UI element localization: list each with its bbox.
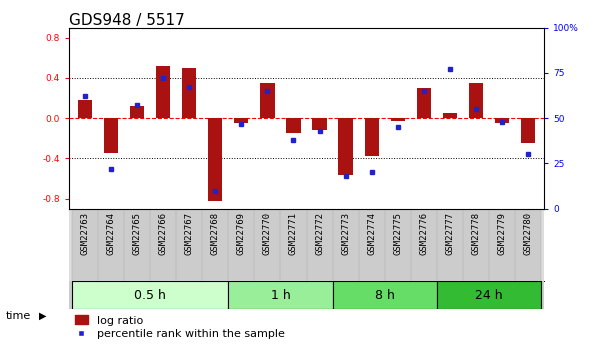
Bar	[489, 209, 515, 281]
Bar	[332, 209, 359, 281]
Bar	[365, 118, 379, 156]
Text: GDS948 / 5517: GDS948 / 5517	[69, 13, 185, 28]
Bar	[104, 118, 118, 154]
Bar	[411, 209, 437, 281]
Bar	[437, 281, 542, 309]
Text: GSM22765: GSM22765	[132, 212, 141, 255]
Bar	[437, 209, 463, 281]
Text: time: time	[6, 311, 31, 321]
Bar	[313, 118, 327, 130]
Text: GSM22769: GSM22769	[237, 212, 246, 255]
Text: GSM22764: GSM22764	[106, 212, 115, 255]
Text: GSM22770: GSM22770	[263, 212, 272, 255]
Bar	[338, 118, 353, 175]
Bar	[208, 118, 222, 201]
Bar	[234, 118, 248, 123]
Text: GSM22767: GSM22767	[185, 212, 194, 255]
Bar	[281, 209, 307, 281]
Bar	[98, 209, 124, 281]
Text: GSM22777: GSM22777	[445, 212, 454, 255]
Text: GSM22763: GSM22763	[81, 212, 90, 255]
Bar	[463, 209, 489, 281]
Bar	[228, 281, 332, 309]
Text: GSM22774: GSM22774	[367, 212, 376, 255]
Text: GSM22775: GSM22775	[393, 212, 402, 255]
Bar	[130, 106, 144, 118]
Text: GSM22773: GSM22773	[341, 212, 350, 255]
Text: GSM22780: GSM22780	[523, 212, 532, 255]
Bar	[332, 281, 437, 309]
Text: GSM22772: GSM22772	[315, 212, 324, 255]
Legend: log ratio, percentile rank within the sample: log ratio, percentile rank within the sa…	[75, 315, 285, 339]
Bar	[72, 209, 98, 281]
Text: GSM22776: GSM22776	[419, 212, 429, 255]
Text: 24 h: 24 h	[475, 289, 503, 302]
Text: GSM22778: GSM22778	[472, 212, 481, 255]
Bar	[72, 281, 228, 309]
Bar	[385, 209, 411, 281]
Bar	[78, 100, 92, 118]
Bar	[228, 209, 254, 281]
Text: GSM22766: GSM22766	[159, 212, 168, 255]
Bar	[515, 209, 542, 281]
Text: GSM22768: GSM22768	[211, 212, 220, 255]
Text: 1 h: 1 h	[270, 289, 290, 302]
Bar	[182, 68, 197, 118]
Bar	[391, 118, 405, 121]
Bar	[307, 209, 332, 281]
Bar	[260, 83, 275, 118]
Bar	[176, 209, 202, 281]
Bar	[443, 113, 457, 118]
Text: GSM22779: GSM22779	[498, 212, 507, 255]
Bar	[359, 209, 385, 281]
Text: 8 h: 8 h	[375, 289, 395, 302]
Bar	[202, 209, 228, 281]
Bar	[150, 209, 176, 281]
Bar	[495, 118, 509, 123]
Text: 0.5 h: 0.5 h	[134, 289, 166, 302]
Bar	[124, 209, 150, 281]
Bar	[254, 209, 281, 281]
Bar	[156, 66, 170, 118]
Text: ▶: ▶	[39, 311, 46, 321]
Text: GSM22771: GSM22771	[289, 212, 298, 255]
Bar	[286, 118, 300, 133]
Bar	[416, 88, 431, 118]
Bar	[469, 83, 483, 118]
Bar	[521, 118, 535, 143]
